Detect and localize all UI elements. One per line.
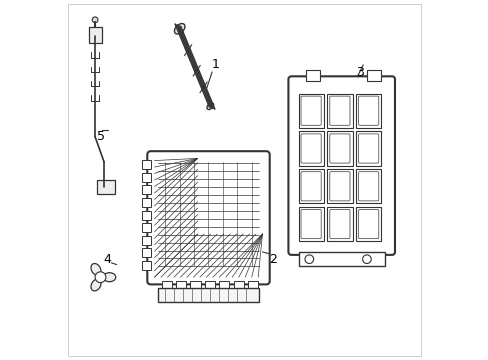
Bar [326, 207, 352, 241]
Bar [142, 173, 151, 182]
Bar [326, 94, 352, 128]
Ellipse shape [103, 273, 116, 282]
FancyBboxPatch shape [301, 96, 321, 125]
Bar [326, 169, 352, 203]
Bar [204, 281, 215, 290]
Bar [298, 207, 323, 241]
Bar [142, 198, 151, 207]
Ellipse shape [174, 23, 184, 34]
Text: 2: 2 [269, 253, 277, 266]
FancyBboxPatch shape [301, 134, 321, 163]
Bar [142, 211, 151, 220]
Circle shape [95, 272, 106, 283]
Bar [298, 252, 384, 266]
FancyBboxPatch shape [301, 172, 321, 201]
Ellipse shape [91, 264, 101, 275]
Bar [158, 288, 258, 302]
FancyBboxPatch shape [301, 210, 321, 239]
FancyBboxPatch shape [358, 210, 378, 239]
Bar [142, 236, 151, 245]
Text: 1: 1 [211, 58, 219, 71]
Bar [298, 94, 323, 128]
FancyBboxPatch shape [358, 172, 378, 201]
Bar [142, 160, 151, 169]
Bar [326, 131, 352, 166]
Ellipse shape [91, 279, 101, 291]
Bar [142, 223, 151, 232]
Circle shape [92, 17, 98, 23]
Bar [247, 281, 258, 290]
FancyBboxPatch shape [329, 172, 349, 201]
Text: 4: 4 [103, 253, 111, 266]
Bar [88, 27, 102, 43]
Bar [176, 281, 186, 290]
Text: 5: 5 [96, 130, 104, 143]
Circle shape [362, 255, 370, 264]
Circle shape [305, 255, 313, 264]
Ellipse shape [206, 103, 213, 109]
Bar [142, 261, 151, 270]
Text: 3: 3 [355, 66, 363, 78]
Bar [355, 207, 381, 241]
Bar [305, 70, 320, 81]
Bar [97, 180, 115, 194]
FancyBboxPatch shape [358, 134, 378, 163]
FancyBboxPatch shape [147, 151, 269, 284]
FancyBboxPatch shape [358, 96, 378, 125]
Bar [298, 169, 323, 203]
FancyBboxPatch shape [288, 76, 394, 255]
Bar [366, 70, 381, 81]
FancyBboxPatch shape [329, 134, 349, 163]
Bar [233, 281, 244, 290]
Bar [190, 281, 200, 290]
Bar [142, 185, 151, 194]
Bar [355, 131, 381, 166]
Bar [355, 94, 381, 128]
Bar [219, 281, 229, 290]
FancyBboxPatch shape [329, 96, 349, 125]
Bar [142, 248, 151, 257]
FancyBboxPatch shape [329, 210, 349, 239]
Bar [162, 281, 171, 290]
Bar [355, 169, 381, 203]
Bar [298, 131, 323, 166]
